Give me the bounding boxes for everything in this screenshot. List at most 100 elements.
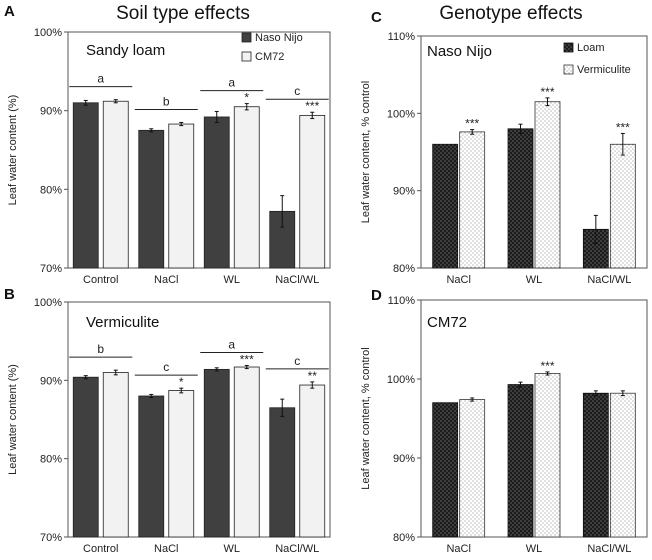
category-label: WL — [224, 274, 241, 286]
group-letter: c — [294, 354, 300, 368]
category-label: NaCl — [446, 274, 470, 286]
bar — [138, 395, 165, 538]
category-label: NaCl/WL — [587, 274, 631, 286]
bar — [72, 102, 99, 269]
bar — [582, 392, 609, 538]
bar — [432, 143, 459, 269]
y-axis-label: Leaf water content, % control — [360, 347, 372, 489]
panel-title: Sandy loam — [86, 42, 165, 59]
y-tick-label: 90% — [40, 106, 62, 118]
significance-stars: ** — [308, 369, 318, 383]
y-tick-label: 70% — [40, 263, 62, 275]
legend-label: CM72 — [255, 51, 284, 63]
header-genotype: Genotype effects — [439, 3, 582, 24]
panel-title: Naso Nijo — [427, 43, 492, 60]
legend-swatch — [241, 51, 252, 62]
plot-frame — [420, 35, 648, 269]
significance-stars: * — [244, 91, 249, 105]
significance-stars: *** — [240, 352, 254, 366]
bar — [299, 114, 326, 269]
panel-letter: D — [371, 287, 382, 304]
category-label: Control — [83, 543, 118, 555]
category-label: NaCl/WL — [275, 543, 319, 555]
bar — [459, 131, 486, 269]
plot-frame — [67, 301, 331, 538]
panel-letter: B — [4, 286, 15, 303]
plot-frame — [420, 299, 648, 538]
y-tick-label: 90% — [40, 375, 62, 387]
y-tick-label: 90% — [393, 453, 415, 465]
significance-stars: *** — [540, 359, 554, 373]
y-tick-label: 110% — [388, 295, 416, 307]
significance-stars: *** — [616, 120, 630, 134]
bar — [203, 368, 230, 538]
legend-label: Naso Nijo — [255, 32, 303, 44]
significance-stars: * — [179, 375, 184, 389]
legend-swatch — [241, 32, 252, 43]
category-label: WL — [526, 274, 543, 286]
category-label: NaCl — [446, 543, 470, 555]
y-tick-label: 80% — [40, 454, 62, 466]
bar — [233, 366, 260, 538]
bar — [203, 116, 230, 269]
bar — [609, 392, 636, 538]
bar — [609, 143, 636, 269]
category-label: NaCl/WL — [587, 543, 631, 555]
bar — [72, 376, 99, 538]
y-tick-label: 80% — [393, 532, 415, 544]
bar — [299, 384, 326, 538]
significance-stars: *** — [305, 99, 319, 113]
y-axis-label: Leaf water content, % control — [360, 81, 372, 223]
bar — [233, 106, 260, 269]
legend-swatch — [563, 64, 574, 75]
category-label: Control — [83, 274, 118, 286]
bar — [168, 123, 195, 269]
bar — [459, 399, 486, 538]
panel-title: CM72 — [427, 314, 467, 331]
panel-letter: A — [4, 3, 15, 20]
panel-b: B 70% 80% 90% 100% Leaf water content (%) Verm… — [4, 286, 331, 555]
bar — [138, 129, 165, 269]
y-tick-label: 100% — [387, 108, 415, 120]
y-axis-label: Leaf water content (%) — [7, 364, 19, 475]
header-soil-type: Soil type effects — [116, 3, 250, 24]
y-tick-label: 100% — [34, 27, 62, 39]
bar — [507, 128, 534, 269]
bar — [269, 407, 296, 538]
panel-c: C 80% 90% 100% 110% Leaf water content, % con… — [360, 9, 648, 286]
significance-stars: *** — [540, 85, 554, 99]
y-tick-label: 110% — [388, 31, 416, 43]
y-tick-label: 100% — [34, 297, 62, 309]
bar — [534, 373, 561, 538]
bar — [102, 100, 129, 269]
group-letter: b — [97, 342, 104, 356]
legend-label: Loam — [577, 42, 605, 54]
y-tick-label: 90% — [393, 186, 415, 198]
bar — [168, 390, 195, 538]
significance-stars: *** — [465, 117, 479, 131]
y-tick-label: 100% — [387, 374, 415, 386]
bar — [102, 372, 129, 538]
y-tick-label: 80% — [40, 184, 62, 196]
legend-label: Vermiculite — [577, 64, 631, 76]
category-label: NaCl — [154, 543, 178, 555]
category-label: WL — [526, 543, 543, 555]
group-letter: a — [97, 72, 104, 86]
group-letter: c — [294, 84, 300, 98]
panel-d: D 80% 90% 100% 110% Leaf water content, % con… — [360, 287, 648, 555]
group-letter: c — [163, 360, 169, 374]
y-tick-label: 70% — [40, 532, 62, 544]
panel-letter: C — [371, 9, 382, 26]
plot-frame — [67, 31, 331, 269]
panel-title: Vermiculite — [86, 314, 159, 331]
group-letter: a — [228, 76, 235, 90]
group-letter: a — [228, 337, 235, 351]
bar — [432, 402, 459, 538]
group-letter: b — [163, 94, 170, 108]
bar — [507, 384, 534, 538]
category-label: NaCl/WL — [275, 274, 319, 286]
category-label: NaCl — [154, 274, 178, 286]
bar — [534, 101, 561, 269]
category-label: WL — [224, 543, 241, 555]
